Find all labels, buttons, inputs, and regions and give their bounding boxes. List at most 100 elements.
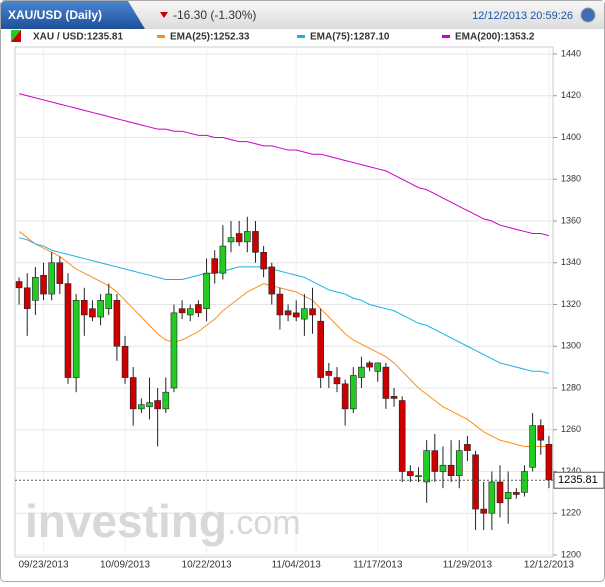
candle-body [423,450,430,483]
y-tick-label: 1440 [561,48,581,58]
legend-swatch [297,35,305,38]
candle-body [513,492,520,495]
y-tick-label: 1340 [561,257,581,267]
change: -16.30 (-1.30%) [173,8,256,22]
candle-body [292,312,300,318]
candle-body [195,304,202,314]
candle-body [455,450,463,476]
candle-body [186,308,194,316]
candle-body [252,231,259,253]
candle-body [398,400,406,472]
candle-body [40,274,47,295]
candle-body [521,471,528,493]
candle-body [447,464,455,476]
candle-body [374,362,382,372]
watermark: investing.com [25,495,301,547]
candle-body [244,231,251,243]
candle-body [48,262,55,295]
legend-label: EMA(200):1353.2 [455,32,535,43]
last-price-label: 1235.81 [558,474,598,486]
candle-body [105,293,113,309]
y-tick-label: 1220 [561,508,581,518]
candle-body [97,300,104,318]
candle-body [480,508,488,514]
legend-icon [11,30,21,42]
candle-body [537,425,545,441]
candle-body [211,258,219,274]
legend-swatch [157,35,165,38]
candle-body [317,320,324,378]
candle-body [15,281,23,289]
legend-label: XAU / USD:1235.81 [33,32,123,43]
candle-body [154,400,161,410]
y-tick-label: 1420 [561,90,581,100]
candle-body [325,370,333,376]
candle-body [504,492,512,499]
candle-body [170,312,178,389]
candle-body [366,362,373,368]
candle-body [358,366,365,378]
candle-body [72,300,80,378]
legend-label: EMA(75):1287.10 [310,32,390,43]
candle-body [64,283,72,378]
y-tick-label: 1260 [561,424,581,434]
watermark-brand: investing [25,495,227,547]
y-tick-label: 1380 [561,174,581,184]
y-tick-label: 1200 [561,549,581,559]
candle-body [284,310,292,316]
y-tick-label: 1320 [561,299,581,309]
y-tick-label: 1300 [561,341,581,351]
close-button[interactable] [580,7,596,23]
timestamp: 12/12/2013 20:59:26 [472,10,573,22]
candle-body [341,383,349,410]
candle-body [219,245,227,274]
y-tick-label: 1240 [561,466,581,476]
candle-body [89,308,96,318]
candle-body [276,293,284,316]
candle-body [162,391,170,410]
candle-body [80,300,88,316]
x-tick-label: 12/12/2013 [524,560,574,571]
candle-body [23,287,31,309]
candle-body [260,252,267,270]
last-price-box [553,471,605,489]
candle-body [382,366,390,399]
candle-body [203,272,210,309]
y-tick-label: 1360 [561,215,581,225]
legend-label: EMA(25):1252.33 [170,32,250,43]
x-tick-label: 10/22/2013 [182,560,232,571]
candle-body [268,266,276,295]
legend-swatch [442,35,450,38]
ema-line [18,237,550,374]
y-tick-label: 1400 [561,132,581,142]
candle-body [439,464,447,472]
candle-body [121,345,129,378]
candle-body [496,481,504,504]
candle-body [407,471,414,476]
candle-body [235,233,243,243]
y-tick-label: 1280 [561,382,581,392]
candle-body [464,444,471,451]
candle-body [146,402,153,408]
candle-body [333,377,341,385]
candle-body [415,475,422,477]
candle-body [431,450,439,472]
candle-body [390,396,398,399]
candle-body [349,375,357,410]
title: XAU/USD (Daily) [8,8,102,22]
candle-body [301,308,308,320]
candle-body [178,308,186,314]
title-tab [1,1,145,29]
candle-body [56,262,64,284]
candle-body [113,300,121,347]
candle-body [545,444,553,481]
ema-line [18,231,549,447]
candle-body [129,377,137,410]
candle-body [529,425,536,468]
candle-body [472,454,479,510]
x-tick-label: 11/17/2013 [353,560,403,571]
x-tick-label: 11/29/2013 [443,560,493,571]
candle-body [488,481,496,514]
x-tick-label: 11/04/2013 [272,560,322,571]
